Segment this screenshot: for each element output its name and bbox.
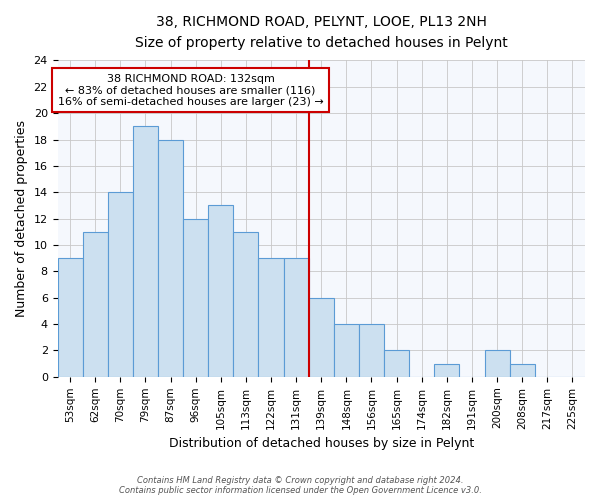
Bar <box>309 298 334 377</box>
Bar <box>359 324 384 377</box>
Bar <box>434 364 460 377</box>
Bar <box>208 206 233 377</box>
Bar <box>384 350 409 377</box>
Bar <box>509 364 535 377</box>
Text: 38 RICHMOND ROAD: 132sqm
← 83% of detached houses are smaller (116)
16% of semi-: 38 RICHMOND ROAD: 132sqm ← 83% of detach… <box>58 74 323 107</box>
Bar <box>485 350 509 377</box>
Bar <box>284 258 309 377</box>
Bar <box>58 258 83 377</box>
Bar <box>158 140 183 377</box>
Bar <box>259 258 284 377</box>
Bar <box>133 126 158 377</box>
Bar <box>183 218 208 377</box>
Title: 38, RICHMOND ROAD, PELYNT, LOOE, PL13 2NH
Size of property relative to detached : 38, RICHMOND ROAD, PELYNT, LOOE, PL13 2N… <box>135 15 508 50</box>
Text: Contains HM Land Registry data © Crown copyright and database right 2024.
Contai: Contains HM Land Registry data © Crown c… <box>119 476 481 495</box>
X-axis label: Distribution of detached houses by size in Pelynt: Distribution of detached houses by size … <box>169 437 474 450</box>
Y-axis label: Number of detached properties: Number of detached properties <box>15 120 28 317</box>
Bar <box>334 324 359 377</box>
Bar <box>83 232 108 377</box>
Bar <box>108 192 133 377</box>
Bar <box>233 232 259 377</box>
